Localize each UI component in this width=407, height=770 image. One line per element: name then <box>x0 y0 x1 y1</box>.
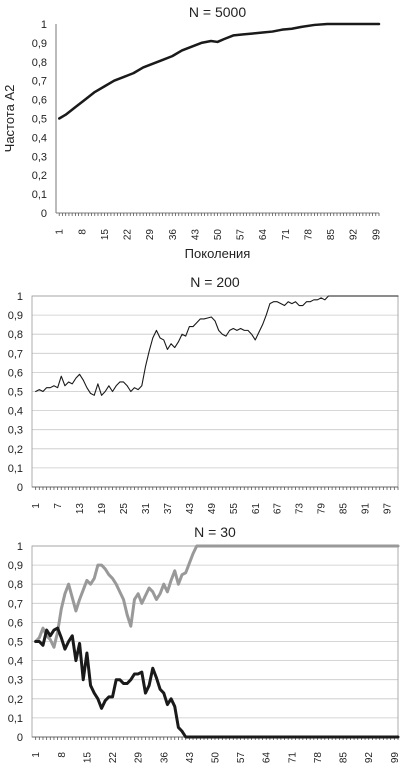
chart-1-ytick-label: 0,7 <box>32 76 47 88</box>
chart-3-xtick-label: 85 <box>339 752 350 764</box>
chart-2-xtick-label: 7 <box>53 503 64 509</box>
chart-2-title: N = 200 <box>190 274 240 290</box>
chart-2-ytick-label: 0,9 <box>8 310 23 322</box>
chart-2-xtick-label: 91 <box>361 503 372 515</box>
chart-2-ytick-label: 0,8 <box>8 329 23 341</box>
chart-2-ytick-label: 0,4 <box>8 406 23 418</box>
chart-3-ytick-label: 0,2 <box>8 694 23 706</box>
chart-3-ytick-label: 0,6 <box>8 617 23 629</box>
chart-2-xtick-label: 19 <box>97 503 108 515</box>
chart-2-xtick-label: 31 <box>141 503 152 515</box>
chart-1-xtick-label: 57 <box>236 229 247 241</box>
chart-3-xtick-label: 50 <box>211 752 222 764</box>
chart-2-ytick-label: 0,6 <box>8 367 23 379</box>
chart-3-ytick-label: 0,5 <box>8 637 23 649</box>
chart-1-xtick-label: 92 <box>349 229 360 241</box>
chart-3-ytick-label: 0,7 <box>8 598 23 610</box>
chart-3-xtick-label: 92 <box>364 752 375 764</box>
chart-3-ytick-label: 0,3 <box>8 675 23 687</box>
chart-1-ytick-label: 0,5 <box>32 114 47 126</box>
chart-1-xtick-label: 8 <box>77 229 88 235</box>
chart-2-xtick-label: 61 <box>251 503 262 515</box>
chart-2-xtick-label: 97 <box>383 503 394 515</box>
chart-1-series-1-line <box>57 22 381 120</box>
chart-2-ytick-label: 0,3 <box>8 425 23 437</box>
chart-1-xtick-label: 15 <box>100 229 111 241</box>
chart-1-xtick-label: 64 <box>258 229 269 241</box>
chart-2-xtick-label: 79 <box>317 503 328 515</box>
chart-3-xtick-label: 57 <box>236 752 247 764</box>
chart-1-xtick-label: 85 <box>326 229 337 241</box>
chart-1-xtick-label: 22 <box>123 229 134 241</box>
chart-3-ytick-label: 0,9 <box>8 560 23 572</box>
chart-2-xtick-label: 13 <box>75 503 86 515</box>
chart-1-xtick-label: 36 <box>168 229 179 241</box>
chart-1-ytick-label: 0 <box>41 208 47 220</box>
chart-3-series-2-line <box>34 626 400 739</box>
chart-1-ytick-label: 0,6 <box>32 95 47 107</box>
chart-2-ytick-label: 0,2 <box>8 444 23 456</box>
chart-3-ytick-label: 0,4 <box>8 656 23 668</box>
chart-1-xtick-label: 29 <box>145 229 156 241</box>
chart-3-xtick-label: 43 <box>185 752 196 764</box>
chart-2-xtick-label: 55 <box>229 503 240 515</box>
chart-1-xtick-label: 99 <box>371 229 382 241</box>
chart-2-ytick-label: 0,7 <box>8 348 23 360</box>
chart-2-xtick-label: 1 <box>31 503 42 509</box>
chart-1-xtick-label: 1 <box>55 229 66 235</box>
chart-1-xtick-label: 71 <box>281 229 292 241</box>
chart-3-xtick-label: 64 <box>262 752 273 764</box>
chart-1-ytick-label: 1 <box>41 19 47 31</box>
chart-1-x-axis-label: Поколения <box>185 246 251 261</box>
chart-2-ytick-label: 0,5 <box>8 387 23 399</box>
chart-3-xtick-label: 99 <box>390 752 401 764</box>
chart-3-ytick-label: 0,8 <box>8 579 23 591</box>
chart-2-ytick-label: 0,1 <box>8 463 23 475</box>
chart-2-xtick-label: 85 <box>339 503 350 515</box>
chart-1-ytick-label: 0,4 <box>32 132 47 144</box>
chart-2-xtick-label: 25 <box>119 503 130 515</box>
chart-3-series-1-line <box>34 544 400 649</box>
chart-3-xtick-label: 1 <box>31 752 42 758</box>
chart-1-ytick-label: 0,3 <box>32 151 47 163</box>
chart-1-xtick-label: 43 <box>190 229 201 241</box>
chart-3-xtick-label: 8 <box>57 752 68 758</box>
chart-3-xtick-label: 78 <box>313 752 324 764</box>
chart-3-xtick-label: 29 <box>134 752 145 764</box>
chart-3-ytick-label: 1 <box>17 541 23 553</box>
chart-3-title: N = 30 <box>194 524 236 540</box>
chart-1-y-axis-label: Частота A2 <box>2 85 17 153</box>
chart-2-xtick-label: 43 <box>185 503 196 515</box>
chart-1-ytick-label: 0,1 <box>32 189 47 201</box>
chart-1-ytick-label: 0,2 <box>32 170 47 182</box>
chart-2-xtick-label: 37 <box>163 503 174 515</box>
chart-3-xtick-label: 22 <box>108 752 119 764</box>
chart-3-ytick-label: 0,1 <box>8 713 23 725</box>
chart-1-ytick-label: 0,9 <box>32 38 47 50</box>
chart-2-xtick-label: 49 <box>207 503 218 515</box>
chart-2-ytick-label: 1 <box>17 291 23 303</box>
chart-1-xtick-label: 50 <box>213 229 224 241</box>
chart-1-ytick-label: 0,8 <box>32 57 47 69</box>
chart-1-xtick-label: 78 <box>303 229 314 241</box>
chart-2-ytick-label: 0 <box>17 482 23 494</box>
chart-2-xtick-label: 73 <box>295 503 306 515</box>
chart-2-series-1-line <box>35 295 399 396</box>
chart-3-ytick-label: 0 <box>17 732 23 744</box>
chart-3-xtick-label: 15 <box>82 752 93 764</box>
chart-3-xtick-label: 36 <box>159 752 170 764</box>
chart-2-xtick-label: 67 <box>273 503 284 515</box>
chart-3-xtick-label: 71 <box>287 752 298 764</box>
chart-1-title: N = 5000 <box>189 4 246 20</box>
